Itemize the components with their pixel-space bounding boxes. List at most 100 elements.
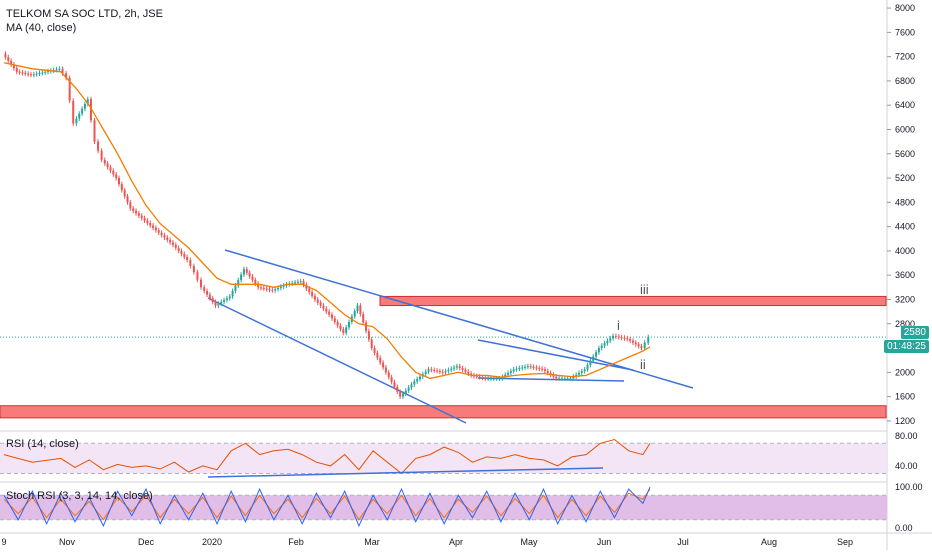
candle-body [367, 331, 370, 340]
candle-body [135, 210, 138, 214]
candle-body [393, 382, 396, 387]
candle-body [192, 266, 195, 273]
candle-body [163, 235, 166, 238]
candle-body [277, 287, 280, 290]
time-tick-label: Sep [837, 537, 853, 547]
candle-body [214, 301, 217, 306]
candle-body [254, 280, 257, 284]
candle-body [248, 272, 251, 277]
candle-body [118, 178, 121, 185]
candle-body [563, 378, 566, 380]
candle-body [4, 53, 7, 58]
candle-body [220, 301, 223, 304]
candle-body [154, 227, 157, 231]
candle-body [629, 338, 632, 341]
last-price-badge: 2580 [900, 326, 929, 339]
candle-body [489, 378, 492, 380]
candle-body [512, 369, 515, 372]
candle-body [68, 77, 71, 101]
candle-body [498, 378, 501, 380]
candle-body [450, 368, 453, 370]
price-tick-label: 4400 [895, 222, 915, 232]
candle-body [455, 366, 458, 368]
time-tick-label: Dec [138, 537, 155, 547]
candle-body [552, 374, 555, 377]
candle-body [265, 288, 268, 290]
candle-body [24, 73, 27, 75]
candle-body [390, 377, 393, 383]
stoch-k-line [3, 486, 651, 528]
rsi-trendline [207, 467, 604, 478]
candle-body [356, 305, 359, 312]
candle-body [580, 371, 583, 373]
time-tick-label: Aug [761, 537, 777, 547]
candle-body [626, 338, 629, 340]
candle-body [189, 260, 192, 267]
candle-body [10, 60, 13, 65]
candle-body [387, 372, 390, 378]
candle-body [524, 366, 527, 368]
price-tick-label: 3200 [895, 294, 915, 304]
candle-body [199, 279, 202, 288]
candle-body [137, 213, 140, 216]
candle-body [379, 357, 382, 363]
candle-body [586, 365, 589, 370]
candle-body [234, 285, 237, 291]
time-tick-label: Apr [449, 537, 463, 547]
price-tick-label: 3600 [895, 270, 915, 280]
candle-body [129, 202, 132, 209]
candle-body [109, 167, 112, 171]
candle-body [339, 325, 342, 330]
bar-countdown-badge: 01:48:25 [884, 340, 929, 353]
candle-body [401, 393, 404, 397]
time-tick-label: May [520, 537, 538, 547]
candle-body [58, 68, 61, 70]
candle-body [223, 300, 226, 302]
candle-body [447, 369, 450, 372]
candle-body [72, 100, 75, 124]
trendline [387, 297, 694, 389]
candle-body [407, 387, 410, 391]
candle-body [262, 287, 265, 289]
chart-title: TELKOM SA SOC LTD, 2h, JSE [6, 8, 163, 20]
wave-label-ii: ii [640, 357, 646, 372]
candle-body [100, 150, 103, 160]
candle-body [589, 360, 592, 366]
candle-body [569, 378, 572, 380]
candle-body [606, 340, 609, 344]
candle-body [174, 244, 177, 248]
candle-body [640, 346, 643, 349]
candle-body [597, 348, 600, 353]
time-tick-label: Mar [364, 537, 380, 547]
candle-body [27, 73, 30, 75]
candle-body [330, 314, 333, 319]
candle-body [75, 118, 78, 124]
candle-body [146, 220, 149, 223]
candle-body [404, 390, 407, 394]
price-tick-label: 1600 [895, 392, 915, 402]
candle-body [521, 367, 524, 369]
price-tick-label: 5200 [895, 173, 915, 183]
candle-body [348, 321, 351, 328]
candle-body [322, 305, 325, 309]
candle-body [441, 371, 444, 373]
candle-body [603, 343, 606, 346]
candle-body [436, 370, 439, 372]
candle-body [572, 376, 575, 379]
candle-body [495, 378, 498, 380]
candle-body [359, 305, 362, 315]
candle-body [308, 288, 311, 293]
candle-body [529, 366, 532, 368]
candle-body [418, 376, 421, 380]
candle-body [336, 321, 339, 326]
candle-body [396, 386, 399, 392]
candle-body [620, 337, 623, 339]
candle-body [555, 376, 558, 379]
trendline [207, 297, 467, 424]
ma-indicator-label: MA (40, close) [6, 22, 77, 34]
candle-body [333, 318, 336, 322]
candle-body [18, 71, 21, 73]
candle-body [177, 247, 180, 251]
candle-body [560, 378, 563, 380]
candle-body [328, 311, 331, 315]
